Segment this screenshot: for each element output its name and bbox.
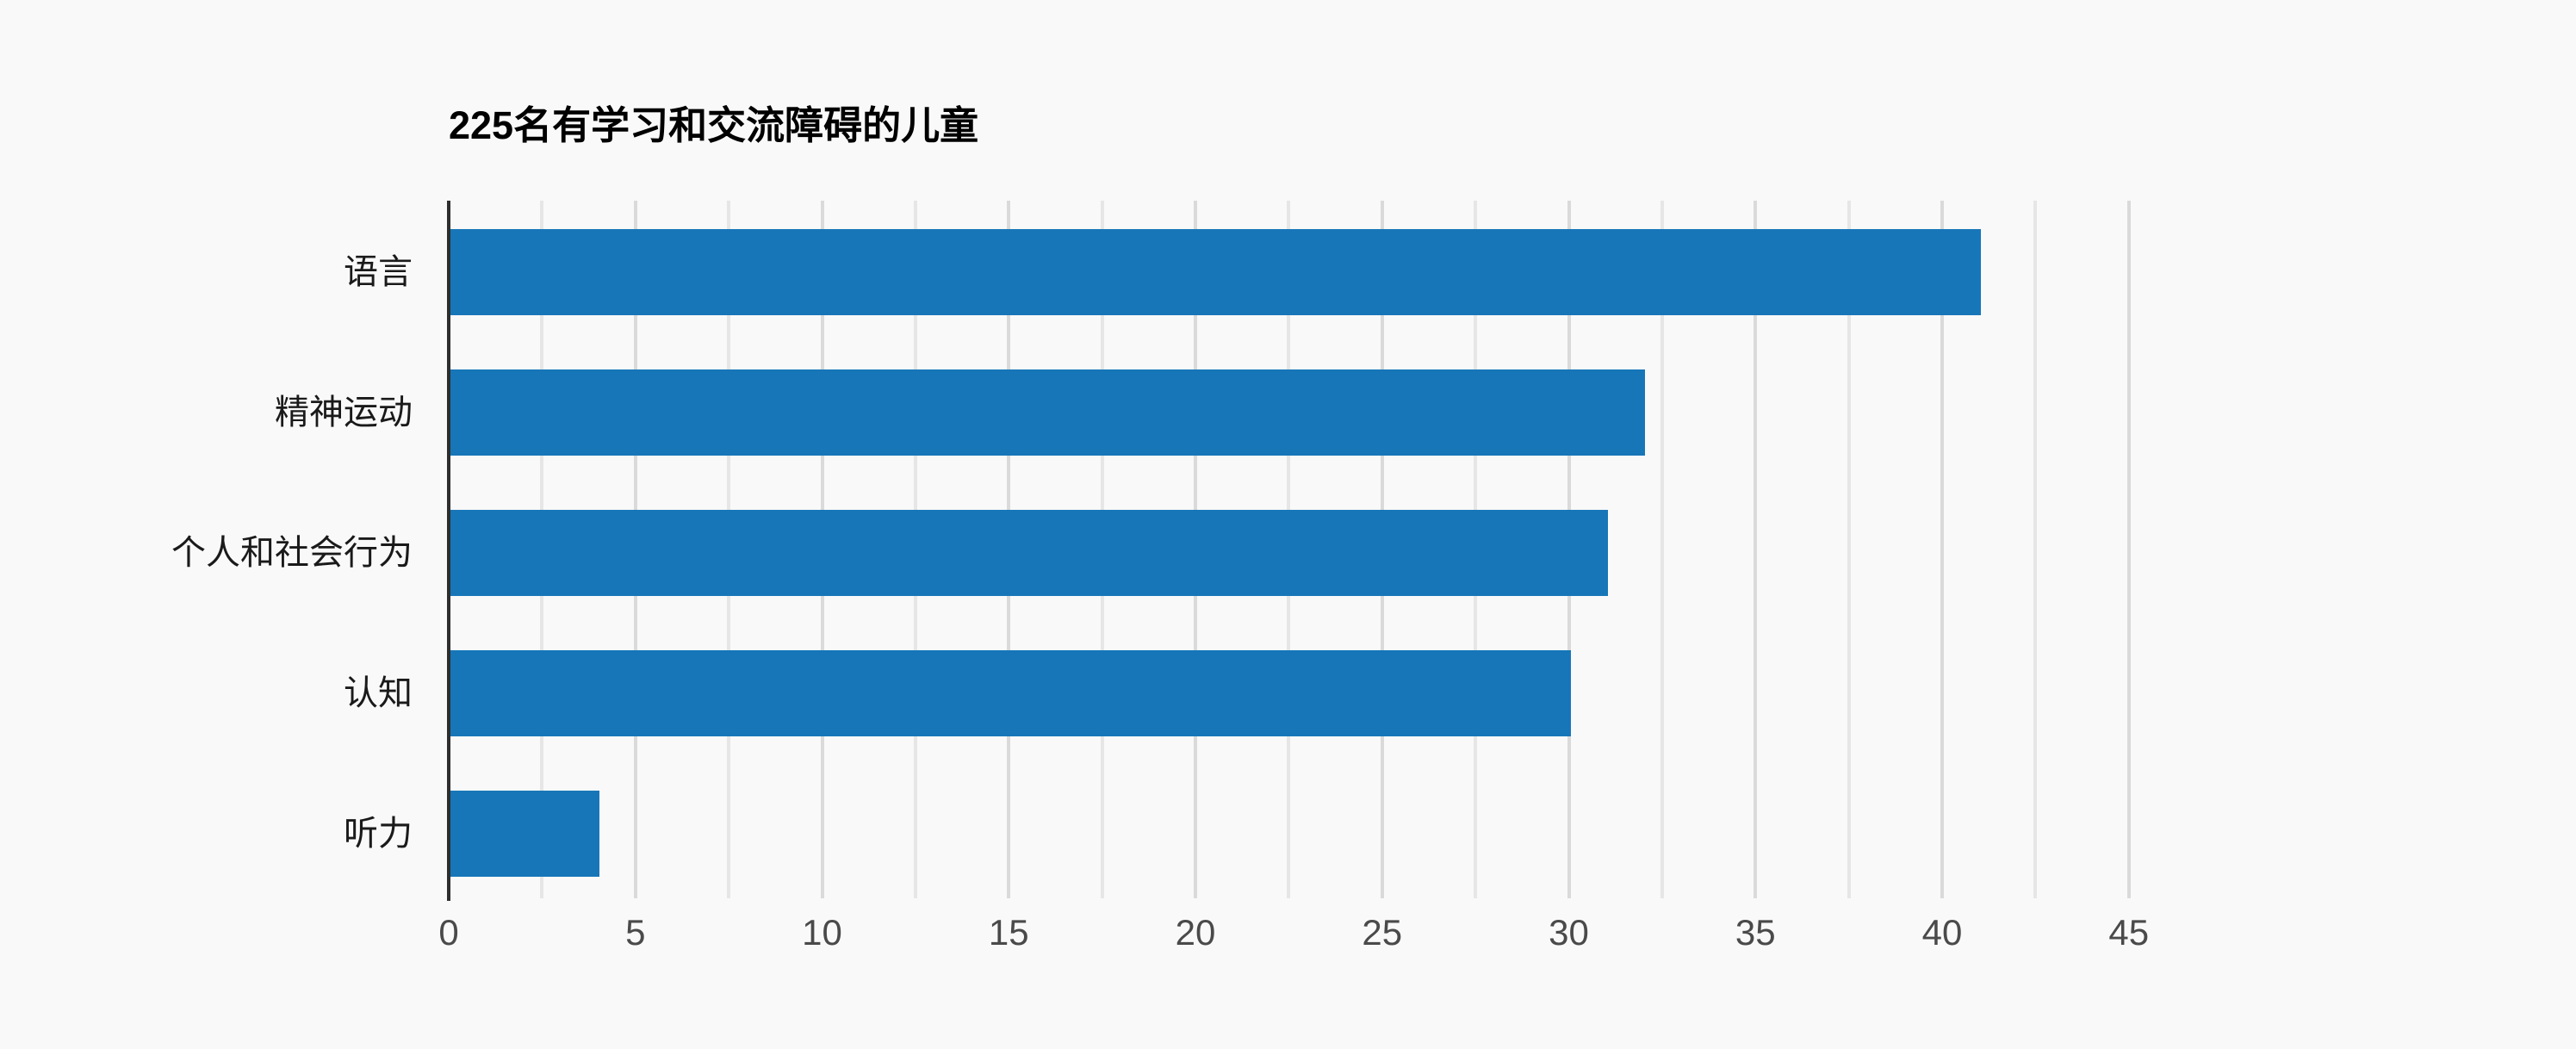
category-label: 语言	[344, 253, 413, 291]
bar-个人和社会行为	[450, 510, 1608, 596]
bar-精神运动	[450, 369, 1646, 456]
x-tick-label: 15	[988, 912, 1029, 953]
x-tick-label: 25	[1362, 912, 1403, 953]
y-axis-zero-line	[447, 201, 450, 901]
category-label: 精神运动	[275, 394, 413, 431]
x-tick-label: 30	[1549, 912, 1589, 953]
bar-认知	[450, 650, 1571, 736]
minor-gridline	[1847, 201, 1851, 898]
x-tick-label: 40	[1921, 912, 1963, 953]
x-tick-label: 45	[2108, 912, 2150, 953]
major-gridline	[2126, 201, 2131, 898]
bar-听力	[450, 791, 600, 877]
x-tick-label: 5	[625, 912, 646, 953]
x-tick-label: 20	[1175, 912, 1216, 953]
x-tick-label: 35	[1735, 912, 1776, 953]
category-label: 听力	[344, 815, 413, 853]
x-tick-label: 10	[802, 912, 842, 953]
bar-语言	[450, 229, 1982, 315]
minor-gridline	[1660, 201, 1664, 898]
category-label: 个人和社会行为	[171, 534, 413, 572]
x-tick-label: 0	[438, 912, 459, 953]
major-gridline	[1754, 201, 1758, 898]
chart-title: 225名有学习和交流障碍的儿童	[449, 103, 979, 147]
minor-gridline	[2033, 201, 2038, 898]
major-gridline	[1940, 201, 1944, 898]
category-label: 认知	[344, 674, 413, 712]
